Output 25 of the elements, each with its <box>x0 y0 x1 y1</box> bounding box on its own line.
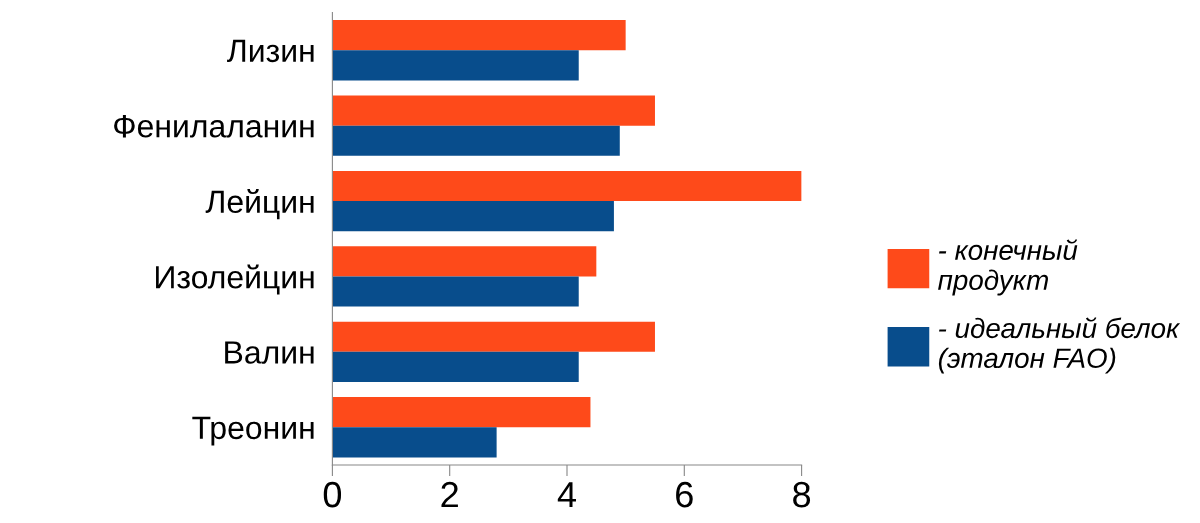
bar <box>332 95 655 126</box>
x-tick-label: 6 <box>676 481 693 508</box>
x-tick-label: 2 <box>441 481 458 508</box>
bar <box>332 50 579 81</box>
bar <box>332 397 591 428</box>
x-tick-label: 0 <box>323 481 342 508</box>
y-tick-label: Лизин <box>227 39 314 63</box>
legend-label: - конечный продукт <box>938 239 1078 296</box>
bar <box>332 170 802 202</box>
bar <box>332 351 579 383</box>
bar <box>332 321 655 352</box>
bar <box>332 246 597 277</box>
y-tick-label: Валин <box>225 341 314 364</box>
x-tick-label: 8 <box>793 481 811 508</box>
bar <box>332 201 614 232</box>
legend-label: - идеальный белок (эталон FAO) <box>938 317 1181 374</box>
x-tick-label: 4 <box>557 482 576 508</box>
bar <box>332 20 626 51</box>
y-tick-label: Фенилаланин <box>114 115 314 138</box>
y-tick-label: Лейцин <box>205 189 314 220</box>
bar <box>332 125 620 156</box>
y-tick-label: Изолейцин <box>156 264 314 295</box>
bar <box>332 427 497 458</box>
bar <box>332 276 579 307</box>
y-tick-label: Треонин <box>192 416 314 446</box>
